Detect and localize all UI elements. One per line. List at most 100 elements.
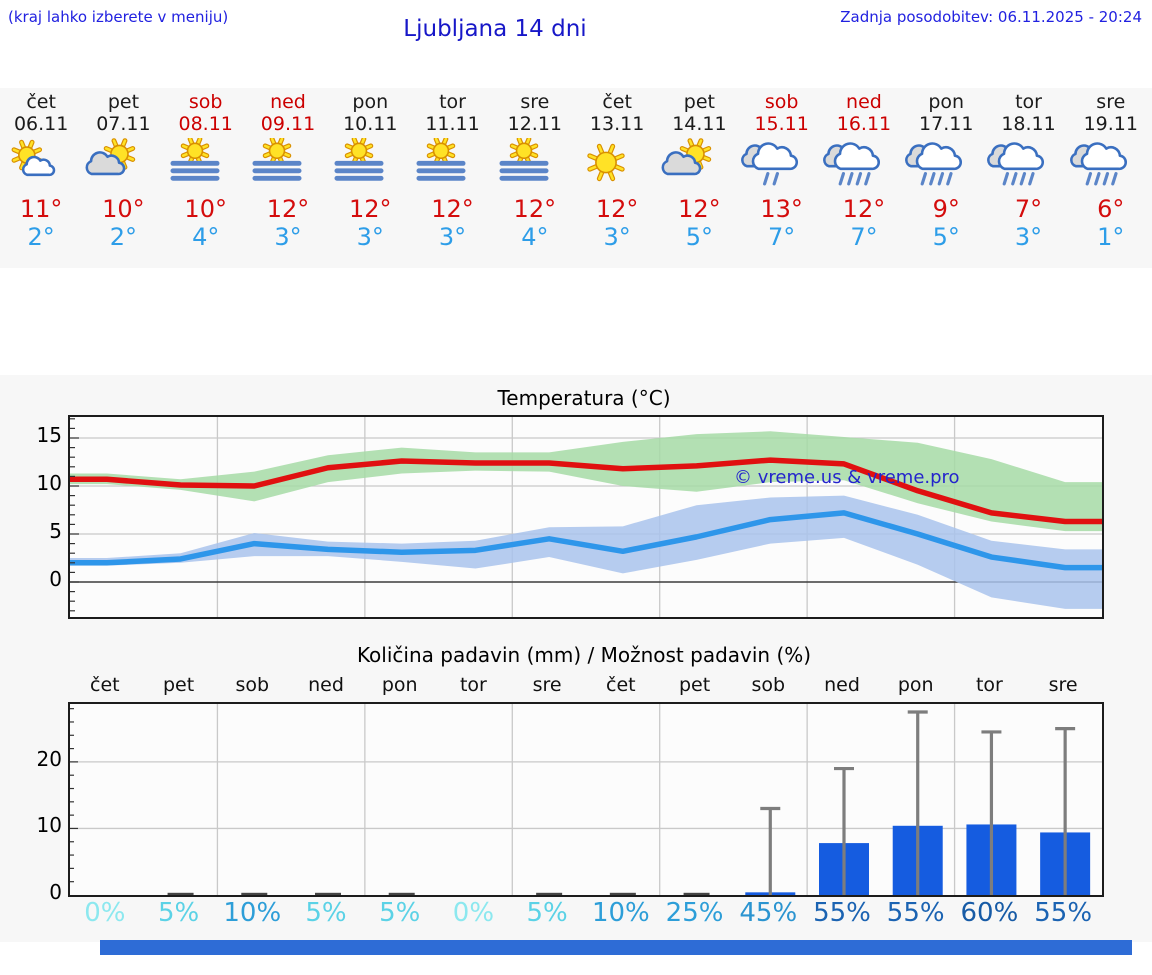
temperature-chart-title: Temperatura (°C) xyxy=(497,386,671,410)
day-name: pon xyxy=(928,91,965,113)
sun-fog-icon xyxy=(247,138,329,194)
high-temp: 12° xyxy=(348,195,392,223)
day-name: tor xyxy=(439,91,466,113)
day-date: 18.11 xyxy=(1001,113,1056,135)
high-temp: 13° xyxy=(760,195,803,223)
forecast-day: sre 12.11 12° 4° xyxy=(494,88,576,268)
low-temp: 4° xyxy=(192,223,220,251)
forecast-day: pon 17.11 9° 5° xyxy=(905,88,987,268)
precip-day-label: sob xyxy=(235,674,270,696)
sun-fog-icon xyxy=(329,138,411,194)
precip-probability: 55% xyxy=(1034,898,1093,928)
day-date: 12.11 xyxy=(507,113,563,135)
day-date: 07.11 xyxy=(96,113,151,135)
day-date: 11.11 xyxy=(425,113,480,135)
high-temp: 12° xyxy=(431,195,474,223)
temperature-chart xyxy=(68,415,1104,619)
rain-icon xyxy=(1069,138,1152,194)
low-temp: 5° xyxy=(685,223,714,251)
high-temp: 10° xyxy=(184,195,227,223)
last-update-timestamp: Zadnja posodobitev: 06.11.2025 - 20:24 xyxy=(840,8,1142,26)
forecast-day: čet 06.11 11° 2° xyxy=(0,88,82,268)
day-date: 17.11 xyxy=(919,113,974,135)
high-temp: 10° xyxy=(102,195,145,223)
precipitation-chart-title: Količina padavin (mm) / Možnost padavin … xyxy=(356,643,812,667)
location-hint: (kraj lahko izberete v meniju) xyxy=(8,8,229,26)
forecast-day: ned 09.11 12° 3° xyxy=(247,88,329,268)
forecast-day: sre 19.11 6° 1° xyxy=(1069,88,1152,268)
forecast-day: pon 10.11 12° 3° xyxy=(329,88,411,268)
precip-day-label: pon xyxy=(897,674,934,696)
precip-day-label: ned xyxy=(824,674,860,696)
precip-probability: 0% xyxy=(452,898,495,928)
day-date: 19.11 xyxy=(1083,113,1138,135)
low-temp: 4° xyxy=(521,223,549,251)
footer-bar xyxy=(100,940,1132,955)
watermark: © vreme.us & vreme.pro xyxy=(734,467,960,488)
high-temp: 7° xyxy=(1014,195,1043,223)
low-temp: 3° xyxy=(603,223,631,251)
high-temp: 6° xyxy=(1097,195,1125,223)
day-date: 10.11 xyxy=(343,113,398,135)
precip-day-label: sob xyxy=(751,674,786,696)
precip-probability: 5% xyxy=(379,898,421,928)
precip-probability: 55% xyxy=(886,898,945,928)
day-name: ned xyxy=(846,91,882,113)
day-name: čet xyxy=(602,91,632,113)
low-temp: 1° xyxy=(1097,223,1125,251)
day-date: 13.11 xyxy=(589,113,645,135)
forecast-day: tor 11.11 12° 3° xyxy=(411,88,493,268)
forecast-day: pet 07.11 10° 2° xyxy=(82,88,164,268)
precip-day-label: čet xyxy=(606,674,636,696)
precip-day-label: tor xyxy=(975,674,1003,696)
day-name: tor xyxy=(1015,91,1042,113)
day-name: sob xyxy=(188,91,223,113)
precip-probability: 0% xyxy=(84,898,126,928)
rain-icon xyxy=(822,138,905,194)
low-temp: 5° xyxy=(932,223,960,251)
sun-small-cloud-icon xyxy=(0,138,82,194)
high-temp: 12° xyxy=(266,195,310,223)
precip-probability: 55% xyxy=(813,898,871,928)
day-date: 16.11 xyxy=(836,113,892,135)
precip-y-tick-label: 0 xyxy=(49,880,62,904)
day-name: pet xyxy=(107,91,140,113)
rain-icon xyxy=(905,138,987,194)
low-temp: 3° xyxy=(274,223,302,251)
forecast-day: sob 15.11 13° 7° xyxy=(740,88,823,268)
sun-cloud-icon xyxy=(658,138,740,194)
charts-section: Temperatura (°C) © vreme.us & vreme.pro … xyxy=(0,375,1152,942)
rain-light-icon xyxy=(740,138,823,194)
sun-fog-icon xyxy=(165,138,247,194)
temp-y-tick-label: 15 xyxy=(36,423,62,447)
day-name: ned xyxy=(270,91,306,113)
low-temp: 7° xyxy=(768,223,796,251)
low-temp: 2° xyxy=(109,223,138,251)
precip-probability: 25% xyxy=(665,898,724,928)
precip-probability: 45% xyxy=(739,898,798,928)
forecast-day: pet 14.11 12° 5° xyxy=(658,88,740,268)
day-name: sob xyxy=(764,91,799,113)
forecast-strip: čet 06.11 11° 2° pet 07.11 10° 2° sob 08.11 10° 4° n… xyxy=(0,88,1152,268)
precip-y-tick-label: 10 xyxy=(36,813,62,838)
forecast-day: čet 13.11 12° 3° xyxy=(576,88,658,268)
forecast-day: ned 16.11 12° 7° xyxy=(822,88,905,268)
precip-probability: 5% xyxy=(157,898,200,928)
day-date: 06.11 xyxy=(13,113,69,135)
high-temp: 9° xyxy=(932,195,960,223)
high-temp: 12° xyxy=(678,195,721,223)
day-date: 09.11 xyxy=(260,113,316,135)
precip-y-tick-label: 20 xyxy=(36,746,62,771)
precip-day-label: pon xyxy=(381,674,418,696)
sun-cloud-icon xyxy=(82,138,164,194)
high-temp: 11° xyxy=(19,195,63,223)
precip-day-label: pet xyxy=(162,674,195,696)
day-name: pet xyxy=(683,91,715,113)
day-name: čet xyxy=(26,91,56,113)
page-title: Ljubljana 14 dni xyxy=(403,16,587,42)
precipitation-chart xyxy=(68,702,1104,897)
precip-day-label: čet xyxy=(90,674,120,696)
sun-fog-icon xyxy=(411,138,493,194)
low-temp: 2° xyxy=(27,223,55,251)
precip-day-label: tor xyxy=(459,674,487,696)
